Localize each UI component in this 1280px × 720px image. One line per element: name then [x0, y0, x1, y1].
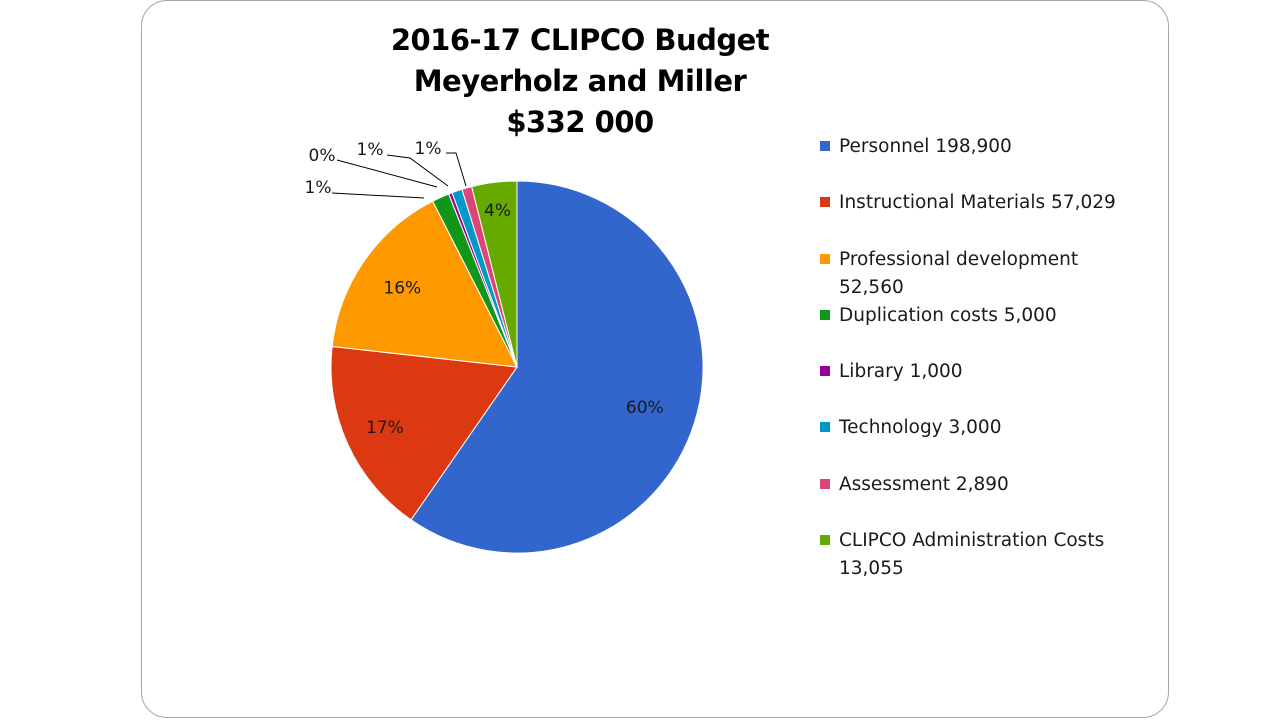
- chart-title-line-2: Meyerholz and Miller: [413, 64, 747, 98]
- legend-swatch: [820, 197, 830, 208]
- legend-item-library: Library 1,000: [820, 355, 1160, 411]
- legend-label: Technology 3,000: [839, 417, 1002, 439]
- legend-item-personnel: Personnel 198,900: [820, 130, 1160, 186]
- chart-legend: Personnel 198,900 Instructional Material…: [820, 130, 1160, 580]
- legend-label: Assessment 2,890: [839, 473, 1009, 495]
- legend-swatch: [820, 478, 830, 489]
- legend-swatch: [820, 422, 830, 433]
- legend-swatch: [820, 366, 830, 377]
- slice-labels: 60% 17% 16% 1% 0% 1% 1% 4%: [305, 139, 664, 438]
- pie-slice: [331, 200, 518, 368]
- leader-line: [331, 192, 425, 199]
- slice-label: 4%: [484, 201, 511, 221]
- slice-label: 0%: [309, 146, 336, 166]
- legend-item-assessment: Assessment 2,890: [820, 468, 1160, 524]
- legend-swatch: [820, 253, 830, 264]
- slice-label: 1%: [357, 140, 384, 160]
- legend-label: CLIPCO Administration Costs 13,055: [839, 530, 1105, 580]
- chart-title-line-3: $332 000: [506, 105, 654, 139]
- slice-label: 16%: [383, 279, 421, 299]
- legend-label: Professional development 52,560: [839, 248, 1079, 298]
- slice-label: 60%: [626, 398, 664, 418]
- chart-title-line-1: 2016-17 CLIPCO Budget: [390, 23, 770, 57]
- legend-label: Duplication costs 5,000: [839, 304, 1057, 326]
- legend-item-professional-development: Professional development 52,560: [820, 243, 1160, 299]
- leader-line: [446, 152, 467, 187]
- pie-slice: [330, 345, 518, 521]
- leader-line: [386, 154, 449, 187]
- legend-label: Instructional Materials 57,029: [839, 192, 1116, 214]
- pie-slice: [410, 180, 704, 554]
- chart-title: 2016-17 CLIPCO Budget Meyerholz and Mill…: [360, 20, 800, 143]
- legend-swatch: [820, 141, 830, 151]
- leader-lines: [331, 152, 467, 199]
- legend-item-duplication-costs: Duplication costs 5,000: [820, 299, 1160, 355]
- legend-item-clipco-administration-costs: CLIPCO Administration Costs 13,055: [820, 524, 1160, 580]
- legend-swatch: [820, 309, 830, 320]
- pie-slices: [330, 180, 704, 554]
- legend-item-technology: Technology 3,000: [820, 411, 1160, 467]
- slice-label: 1%: [415, 139, 442, 159]
- legend-label: Personnel 198,900: [839, 136, 1012, 157]
- slice-label: 1%: [305, 178, 332, 198]
- leader-line: [336, 159, 438, 188]
- pie-slice: [471, 180, 518, 368]
- slice-label: 17%: [366, 418, 404, 438]
- legend-swatch: [820, 535, 830, 546]
- legend-item-instructional-materials: Instructional Materials 57,029: [820, 186, 1160, 242]
- legend-label: Library 1,000: [839, 361, 963, 383]
